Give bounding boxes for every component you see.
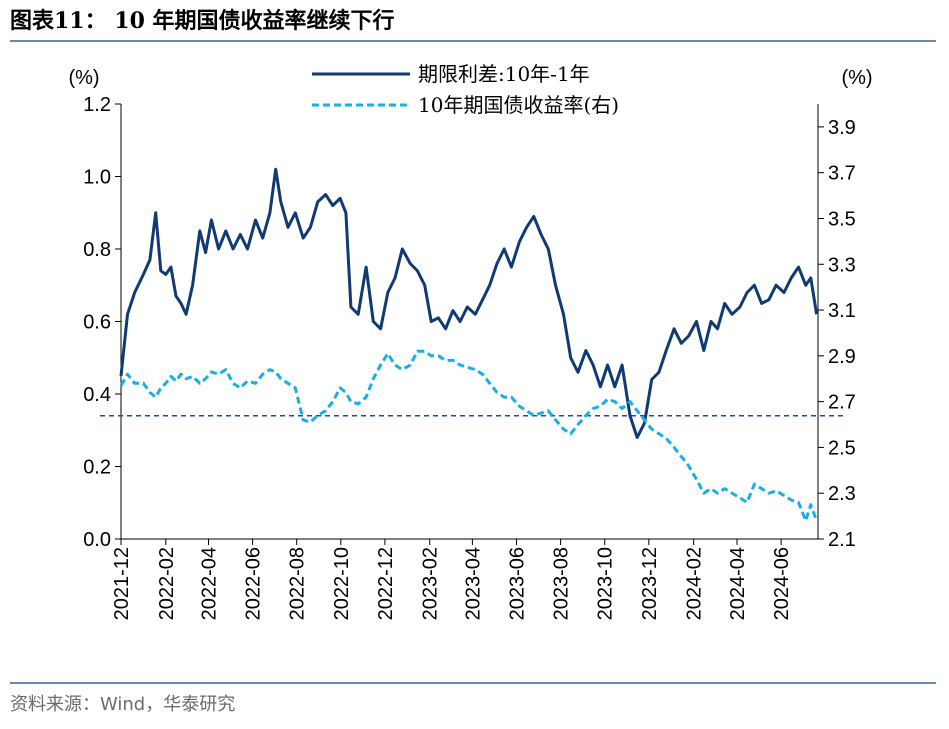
x-tick-label: 2023-12 xyxy=(639,547,661,620)
axes: 0.0 0.2 0.4 0.6 0.8 1.0 1.2 (%) 2.1 2.3 2.5 2.7 2.9 3… xyxy=(68,67,872,620)
right-tick-label: 2.7 xyxy=(828,392,856,414)
x-tick-label: 2022-08 xyxy=(287,547,309,620)
x-tick-label: 2023-02 xyxy=(420,547,442,620)
legend-label: 期限利差:10年-1年 xyxy=(418,62,590,86)
series-line-yield xyxy=(119,349,819,523)
right-tick-label: 3.7 xyxy=(828,163,856,185)
chart: 0.0 0.2 0.4 0.6 0.8 1.0 1.2 (%) 2.1 2.3 2.5 2.7 2.9 3… xyxy=(68,62,872,620)
right-tick-label: 2.9 xyxy=(828,346,856,368)
x-tick-label: 2024-02 xyxy=(684,547,706,620)
right-tick-label: 2.3 xyxy=(828,483,856,505)
figure-title: 图表11： 10 年期国债收益率继续下行 xyxy=(10,8,395,34)
left-tick-label: 1.2 xyxy=(83,94,111,116)
title-rule xyxy=(10,40,936,42)
figure-title-row: 图表11： 10 年期国债收益率继续下行 xyxy=(10,4,936,40)
right-tick-label: 3.1 xyxy=(828,300,856,322)
x-tick-label: 2023-04 xyxy=(462,547,484,620)
x-tick-label: 2023-06 xyxy=(506,547,528,620)
source-note: 资料来源：Wind，华泰研究 xyxy=(10,694,236,715)
x-tick-label: 2023-08 xyxy=(551,547,573,620)
x-tick-label: 2024-06 xyxy=(771,547,793,620)
left-tick-label: 0.4 xyxy=(83,384,111,406)
right-tick-label: 3.5 xyxy=(828,208,856,230)
left-tick-label: 0.2 xyxy=(83,457,111,479)
left-tick-label: 0.6 xyxy=(83,312,111,334)
x-tick-label: 2022-10 xyxy=(331,547,353,620)
right-tick-label: 3.9 xyxy=(828,117,856,139)
x-tick-label: 2022-12 xyxy=(375,547,397,620)
x-tick-label: 2022-06 xyxy=(243,547,265,620)
footer-rule xyxy=(10,682,936,684)
right-tick-label: 2.5 xyxy=(828,437,856,459)
x-tick-label: 2023-10 xyxy=(595,547,617,620)
left-axis-unit: (%) xyxy=(68,67,99,89)
legend: 期限利差:10年-1年 10年期国债收益率(右) xyxy=(312,62,619,117)
legend-label: 10年期国债收益率(右) xyxy=(418,93,619,117)
series-line-spread xyxy=(119,167,819,439)
x-tick-label: 2022-02 xyxy=(156,547,178,620)
x-tick-label: 2021-12 xyxy=(111,547,133,620)
x-tick-label: 2022-04 xyxy=(198,547,220,620)
left-tick-label: 1.0 xyxy=(83,167,111,189)
x-tick-label: 2024-04 xyxy=(727,547,749,620)
right-axis-unit: (%) xyxy=(841,67,872,89)
left-tick-label: 0.8 xyxy=(83,239,111,261)
right-tick-label: 2.1 xyxy=(828,529,856,551)
left-tick-label: 0.0 xyxy=(83,529,111,551)
right-tick-label: 3.3 xyxy=(828,254,856,276)
plot-area xyxy=(100,167,844,523)
